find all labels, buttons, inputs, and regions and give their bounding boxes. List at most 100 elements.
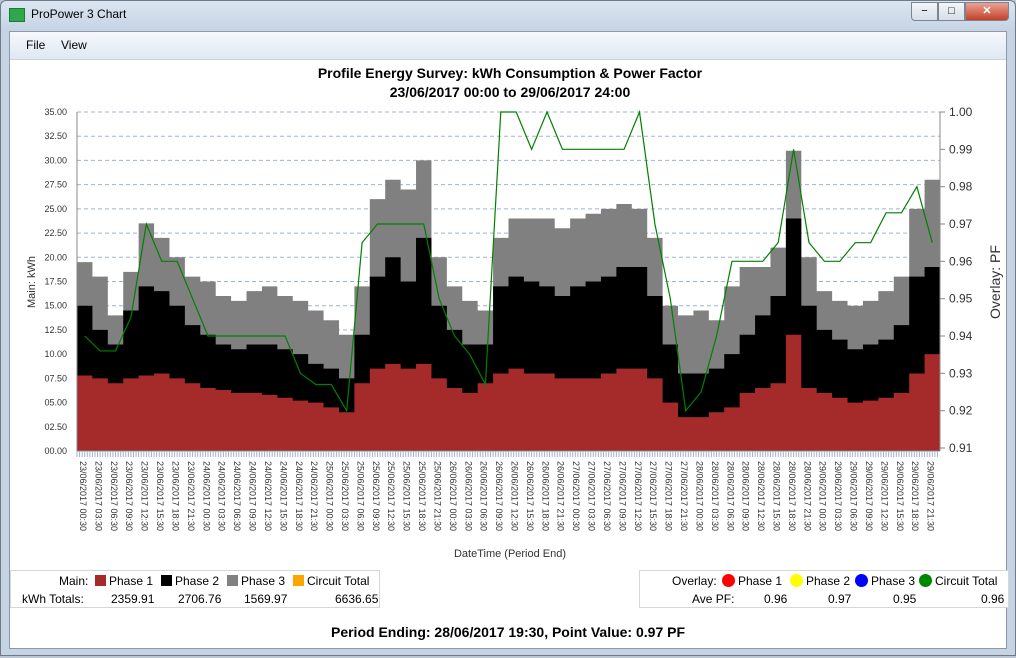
y-tick-label: 05.00: [44, 398, 67, 408]
x-tick-label: 24/06/2017 21:30: [309, 461, 319, 531]
overlay-phase1[interactable]: Phase 1: [722, 574, 782, 588]
x-tick-label: 23/06/2017 21:30: [186, 461, 196, 531]
y2-tick-label: 0.99: [949, 142, 973, 156]
area-phase-1: [77, 334, 940, 451]
menu-file[interactable]: File: [26, 38, 46, 52]
x-tick-label: 24/06/2017 15:30: [278, 461, 288, 531]
x-tick-label: 27/06/2017 15:30: [648, 461, 658, 531]
legend-phase3[interactable]: Phase 3: [227, 574, 285, 588]
x-tick-label: 23/06/2017 00:30: [78, 461, 88, 531]
x-axis-title: DateTime (Period End): [454, 548, 566, 560]
x-tick-label: 24/06/2017 09:30: [248, 461, 258, 531]
y2-tick-label: 0.97: [949, 217, 973, 231]
y-tick-label: 22.50: [44, 228, 67, 238]
y2-tick-label: 1.00: [949, 105, 973, 119]
phase1-total: 2359.91: [111, 592, 155, 606]
legend-phase1[interactable]: Phase 1: [95, 574, 153, 588]
title-bar: ProPower 3 Chart − □ ✕: [1, 1, 1015, 29]
x-tick-label: 26/06/2017 21:30: [556, 461, 566, 531]
y-tick-label: 07.50: [44, 373, 67, 383]
overlay-legend-label: Overlay:: [672, 574, 717, 588]
y-tick-label: 27.50: [44, 180, 67, 190]
phase3-swatch: [227, 575, 238, 586]
x-tick-label: 25/06/2017 15:30: [402, 461, 412, 531]
y-tick-label: 32.50: [44, 131, 67, 141]
x-tick-label: 23/06/2017 06:30: [109, 461, 119, 531]
x-tick-label: 24/06/2017 06:30: [232, 461, 242, 531]
x-tick-label: 27/06/2017 18:30: [664, 461, 674, 531]
chart-subtitle: 23/06/2017 00:00 to 29/06/2017 24:00: [390, 84, 631, 100]
y-tick-label: 17.50: [44, 277, 67, 287]
x-tick-label: 27/06/2017 03:30: [587, 461, 597, 531]
ave-pf-label: Ave PF:: [692, 592, 735, 606]
chart-panel: File View Profile Energy Survey: kWh Con…: [9, 31, 1009, 649]
pf-phase1-dot: [722, 574, 735, 587]
y2-tick-label: 0.91: [949, 441, 973, 455]
close-button[interactable]: ✕: [965, 2, 1009, 21]
x-tick-label: 27/06/2017 12:30: [633, 461, 643, 531]
pf-phase2-ave: 0.97: [828, 592, 852, 606]
y-tick-label: 00.00: [44, 446, 67, 456]
x-tick-label: 25/06/2017 12:30: [386, 461, 396, 531]
y2-tick-label: 0.95: [949, 292, 973, 306]
app-logo-icon: [9, 8, 25, 22]
x-tick-label: 26/06/2017 03:30: [463, 461, 473, 531]
overlay-phase2[interactable]: Phase 2: [790, 574, 850, 588]
x-tick-label: 25/06/2017 09:30: [371, 461, 381, 531]
y2-axis-title: Overlay: PF: [987, 245, 1003, 319]
x-tick-label: 27/06/2017 21:30: [679, 461, 689, 531]
overlay-circuit-total[interactable]: Circuit Total: [919, 574, 997, 588]
y2-tick-label: 0.94: [949, 329, 973, 343]
chart-title: Profile Energy Survey: kWh Consumption &…: [318, 65, 703, 81]
phase2-swatch: [161, 575, 172, 586]
circuit-total-value: 6636.65: [335, 592, 379, 606]
y-tick-label: 25.00: [44, 204, 67, 214]
menu-view[interactable]: View: [61, 38, 87, 52]
x-tick-label: 26/06/2017 18:30: [540, 461, 550, 531]
legend-circuit-total[interactable]: Circuit Total: [293, 574, 369, 588]
main-legend: Main: Phase 1 Phase 2 Phase 3 Circuit To…: [10, 570, 380, 608]
y-tick-label: 12.50: [44, 325, 67, 335]
y-tick-label: 30.00: [44, 155, 67, 165]
x-tick-label: 28/06/2017 12:30: [756, 461, 766, 531]
x-tick-label: 29/06/2017 03:30: [833, 461, 843, 531]
pf-phase3-ave: 0.95: [893, 592, 917, 606]
x-tick-label: 29/06/2017 09:30: [864, 461, 874, 531]
x-tick-label: 23/06/2017 18:30: [170, 461, 180, 531]
pf-phase2-dot: [790, 574, 803, 587]
x-tick-label: 29/06/2017 00:30: [818, 461, 828, 531]
x-tick-label: 24/06/2017 03:30: [217, 461, 227, 531]
y2-tick-label: 0.93: [949, 366, 973, 380]
x-tick-label: 25/06/2017 21:30: [432, 461, 442, 531]
x-tick-label: 25/06/2017 18:30: [417, 461, 427, 531]
y2-tick-label: 0.96: [949, 254, 973, 268]
maximize-button[interactable]: □: [938, 2, 965, 21]
x-tick-label: 24/06/2017 12:30: [263, 461, 273, 531]
x-tick-label: 28/06/2017 09:30: [741, 461, 751, 531]
x-tick-label: 27/06/2017 00:30: [571, 461, 581, 531]
x-tick-label: 23/06/2017 03:30: [93, 461, 103, 531]
x-tick-label: 26/06/2017 12:30: [510, 461, 520, 531]
y-axis-title: Main: kWh: [26, 256, 38, 308]
pf-phase3-dot: [855, 574, 868, 587]
legend-phase2[interactable]: Phase 2: [161, 574, 219, 588]
x-tick-label: 24/06/2017 00:30: [201, 461, 211, 531]
x-tick-label: 25/06/2017 06:30: [355, 461, 365, 531]
minimize-button[interactable]: −: [911, 2, 938, 21]
x-tick-label: 28/06/2017 21:30: [802, 461, 812, 531]
overlay-phase3[interactable]: Phase 3: [855, 574, 915, 588]
x-tick-label: 28/06/2017 00:30: [694, 461, 704, 531]
pf-phase1-ave: 0.96: [764, 592, 788, 606]
x-tick-label: 28/06/2017 18:30: [787, 461, 797, 531]
y2-tick-label: 0.98: [949, 180, 973, 194]
x-tick-label: 26/06/2017 00:30: [448, 461, 458, 531]
x-tick-label: 29/06/2017 18:30: [910, 461, 920, 531]
y-tick-label: 10.00: [44, 349, 67, 359]
x-tick-label: 23/06/2017 12:30: [140, 461, 150, 531]
x-tick-label: 28/06/2017 03:30: [710, 461, 720, 531]
pf-circuit-total-ave: 0.96: [981, 592, 1005, 606]
y-tick-label: 15.00: [44, 301, 67, 311]
pf-circuit-total-line: [84, 109, 933, 413]
